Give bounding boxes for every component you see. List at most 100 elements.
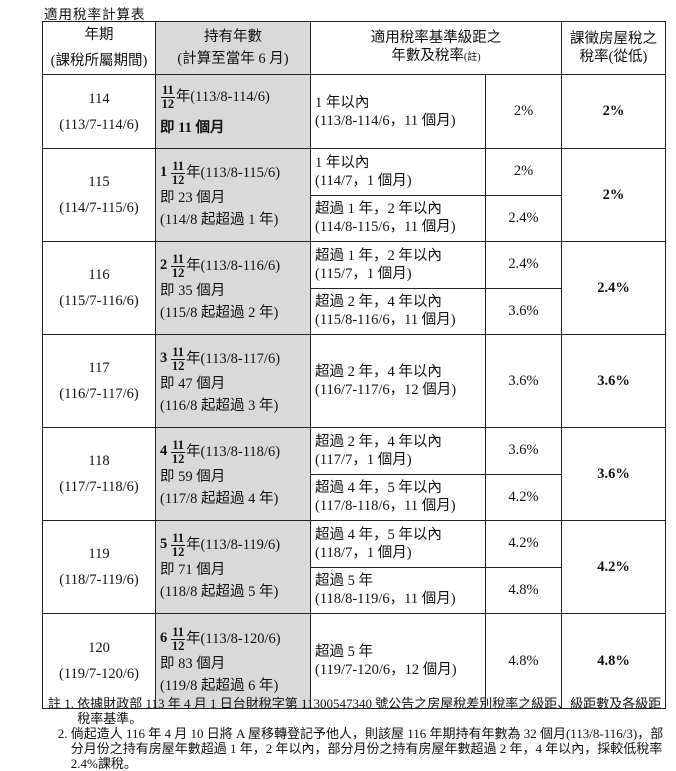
bracket-rate: 2.4% — [485, 194, 562, 242]
fraction-denominator: 12 — [161, 97, 175, 111]
bracket-cell: 1 年以內 (114/7，1 個月) — [310, 148, 486, 196]
table-row: 超過 2 年，4 年以內 (115/8-116/6，11 個月) 3.6% — [43, 287, 666, 335]
bracket-rate: 2% — [485, 74, 562, 149]
holding-since: (117/8 起超過 4 年) — [160, 490, 279, 507]
footnote-text: 倘起造人 116 年 4 月 10 日將 A 屋移轉登記予他人，則該屋 116 … — [70, 726, 664, 771]
tax-year: 117 — [88, 360, 110, 376]
bracket-label: 1 年以內 — [315, 154, 370, 171]
bracket-label: 超過 1 年，2 年以內 — [315, 247, 442, 264]
holding-years-line: 11 12 年(113/8-114/6) — [160, 84, 306, 111]
bracket-cell: 超過 2 年，4 年以內 (115/8-116/6，11 個月) — [310, 287, 486, 335]
holding-months: 即 59 個月 — [160, 468, 226, 485]
bracket-range: (117/7，1 個月) — [315, 451, 412, 468]
holding-years-cell: 11 12 年(113/8-114/6) 即 11 個月 — [155, 74, 311, 149]
bracket-label: 超過 5 年 — [315, 644, 373, 660]
holding-months: 即 23 個月 — [160, 189, 226, 206]
bracket-cell: 超過 5 年 (118/8-119/6，11 個月) — [310, 566, 486, 614]
holding-since: (115/8 起超過 2 年) — [160, 304, 279, 321]
table-row: 超過 5 年 (118/8-119/6，11 個月) 4.8% — [43, 566, 666, 614]
final-tax-rate: 2.4% — [561, 241, 666, 335]
fraction-numerator: 11 — [161, 83, 175, 98]
fraction-numerator: 11 — [171, 530, 186, 546]
header-bracket: 適用稅率基準級距之 年數及稅率(註) — [310, 21, 562, 75]
final-tax-rate: 2% — [561, 74, 666, 149]
bracket-range: (114/8-115/6，11 個月) — [315, 219, 456, 236]
footnote-number: 註 1. — [48, 696, 78, 711]
holding-fraction: 11 12 — [171, 252, 186, 280]
bracket-range: (117/8-118/6，11 個月) — [315, 498, 456, 515]
tax-year-cell: 117 (116/7-117/6) — [42, 334, 156, 428]
fraction-denominator: 12 — [171, 172, 185, 187]
bracket-range: (115/8-116/6，11 個月) — [315, 312, 456, 329]
fraction-denominator: 12 — [171, 358, 185, 373]
tax-year-cell: 116 (115/7-116/6) — [42, 241, 156, 335]
holding-fraction: 11 12 — [171, 625, 186, 653]
holding-years-line: 1 11 12 年(113/8-115/6) — [160, 159, 306, 187]
table-row: 117 (116/7-117/6) 3 11 12 年(113/8-117/6) 即 47 … — [42, 334, 666, 428]
tax-year-cell: 115 (114/7-115/6) — [42, 148, 156, 242]
tax-year: 118 — [88, 453, 110, 469]
bracket-label: 超過 4 年，5 年以內 — [315, 480, 442, 497]
tax-year-cell: 118 (117/7-118/6) — [42, 427, 156, 521]
table-row: 118 (117/7-118/6) 4 11 12 年(113/8-118/6) 即 59 … — [42, 427, 666, 521]
bracket-label: 超過 2 年，4 年以內 — [315, 433, 442, 450]
holding-years-cell: 1 11 12 年(113/8-115/6) 即 23 個月 (114/8 起超過 1 年… — [155, 148, 311, 242]
holding-fraction: 11 12 — [171, 159, 186, 187]
bracket-label: 1 年以內 — [315, 94, 370, 111]
bracket-range: (115/7，1 個月) — [315, 265, 412, 282]
bracket-rate: 4.8% — [485, 566, 562, 614]
bracket-label: 超過 2 年，4 年以內 — [315, 294, 442, 311]
holding-years-cell: 2 11 12 年(113/8-116/6) 即 35 個月 (115/8 起超過 2 年… — [155, 241, 311, 335]
holding-since: (114/8 起超過 1 年) — [160, 211, 279, 228]
holding-range: 年(113/8-117/6) — [186, 350, 281, 367]
holding-months: 即 83 個月 — [160, 655, 226, 672]
final-tax-rate: 3.6% — [561, 427, 666, 521]
holding-years-line: 2 11 12 年(113/8-116/6) — [160, 252, 306, 280]
holding-range: 年(113/8-116/6) — [186, 257, 281, 274]
fraction-denominator: 12 — [171, 265, 185, 280]
footnote-text: 依據財政部 113 年 4 月 1 日台財稅字第 11300547340 號公告… — [77, 696, 662, 726]
bracket-rate: 2% — [485, 148, 562, 196]
holding-whole-years: 5 — [160, 536, 168, 553]
holding-months: 即 35 個月 — [160, 282, 226, 299]
holding-whole-years: 2 — [160, 257, 168, 274]
header-year: 年期 (課稅所屬期間) — [42, 21, 156, 75]
holding-range: 年(113/8-118/6) — [186, 443, 281, 460]
bracket-rate: 4.2% — [485, 473, 562, 521]
table-title: 適用稅率計算表 — [44, 7, 146, 22]
header-row: 年期 (課稅所屬期間) 持有年數 (計算至當年 6 月) 適用稅率基準級距之 年數及稅… — [42, 21, 666, 75]
header-holding-years: 持有年數 (計算至當年 6 月) — [155, 21, 311, 75]
holding-years-cell: 5 11 12 年(113/8-119/6) 即 71 個月 (118/8 起超過 5 年… — [155, 520, 311, 614]
bracket-range: (113/8-114/6，11 個月) — [315, 112, 456, 129]
bracket-rate: 3.6% — [485, 427, 562, 475]
tax-year: 114 — [88, 90, 110, 107]
holding-years-line: 6 11 12 年(113/8-120/6) — [160, 625, 306, 653]
holding-range: 年(113/8-115/6) — [186, 164, 281, 181]
tax-period: (113/7-114/6) — [59, 116, 139, 133]
holding-whole-years: 6 — [160, 630, 168, 647]
table-row: 120 (119/7-120/6) 6 11 12 年(113/8-120/6) 即 83 … — [42, 613, 666, 709]
holding-fraction: 11 12 — [161, 84, 175, 111]
bracket-cell: 超過 4 年，5 年以內 (117/8-118/6，11 個月) — [310, 473, 486, 521]
table-row: 115 (114/7-115/6) 1 11 12 年(113/8-115/6) 即 23 … — [42, 148, 666, 242]
bracket-cell: 超過 1 年，2 年以內 (114/8-115/6，11 個月) — [310, 194, 486, 242]
holding-years-line: 3 11 12 年(113/8-117/6) — [160, 345, 306, 373]
bracket-rate: 3.6% — [485, 287, 562, 335]
tax-year-cell: 119 (118/7-119/6) — [42, 520, 156, 614]
holding-since: (116/8 起超過 3 年) — [160, 397, 279, 414]
footnote-number: 2. — [48, 726, 71, 741]
bracket-cell: 超過 1 年，2 年以內 (115/7，1 個月) — [310, 241, 486, 289]
bracket-cell: 超過 5 年 (119/7-120/6，12 個月) — [310, 613, 486, 709]
table-body: 114 (113/7-114/6) 11 12 年(113/8-114/6) 即 11 個… — [42, 74, 666, 709]
table-row: 超過 4 年，5 年以內 (117/8-118/6，11 個月) 4.2% — [43, 473, 666, 521]
bracket-rate: 3.6% — [485, 334, 562, 428]
holding-years-cell: 6 11 12 年(113/8-120/6) 即 83 個月 (119/8 起超過 6 年… — [155, 613, 311, 709]
footnotes: 註 1. 依據財政部 113 年 4 月 1 日台財稅字第 1130054734… — [48, 696, 668, 771]
holding-range: 年(113/8-119/6) — [186, 536, 281, 553]
holding-whole-years: 3 — [160, 350, 168, 367]
bracket-cell: 1 年以內 (113/8-114/6，11 個月) — [310, 74, 486, 149]
fraction-denominator: 12 — [171, 451, 185, 466]
holding-months: 即 71 個月 — [160, 561, 226, 578]
table-row: 114 (113/7-114/6) 11 12 年(113/8-114/6) 即 11 個… — [42, 74, 666, 149]
tax-period: (116/7-117/6) — [59, 386, 139, 402]
